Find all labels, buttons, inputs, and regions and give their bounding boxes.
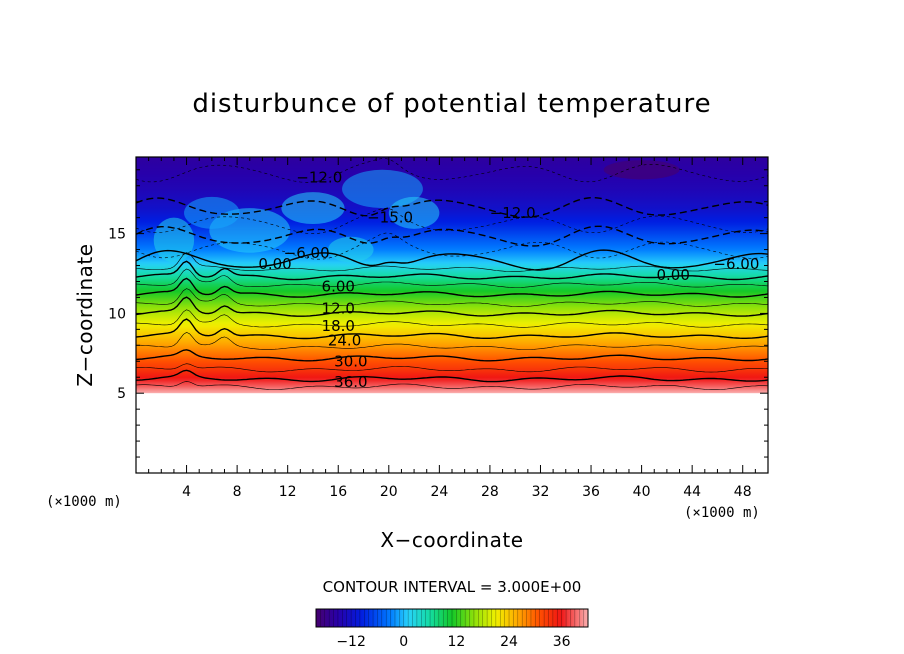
chart-title: disturbunce of potential temperature bbox=[192, 89, 711, 119]
contour-interval-text: CONTOUR INTERVAL = 3.000E+00 bbox=[323, 578, 582, 596]
x-tick-label: 20 bbox=[380, 484, 398, 500]
contour-line bbox=[136, 381, 768, 391]
x-tick-label: 40 bbox=[633, 484, 651, 500]
contour-line bbox=[136, 252, 768, 272]
contour-label: 24.0 bbox=[328, 332, 361, 350]
x-unit-left: (×1000 m) bbox=[46, 494, 122, 510]
contour-line bbox=[136, 318, 768, 340]
x-unit-right: (×1000 m) bbox=[684, 505, 760, 521]
contour-label: 30.0 bbox=[334, 352, 367, 370]
x-tick-label: 16 bbox=[329, 484, 347, 500]
contour-label: −6.00 bbox=[713, 255, 759, 273]
contour-label: 36.0 bbox=[334, 373, 367, 391]
contour-line bbox=[136, 363, 768, 373]
colorbar-tick-label: −12 bbox=[336, 634, 366, 650]
x-tick-label: 8 bbox=[233, 484, 242, 500]
x-tick-label: 24 bbox=[430, 484, 448, 500]
contour-line bbox=[136, 249, 768, 271]
contour-line bbox=[136, 369, 768, 383]
anomaly-blob bbox=[603, 160, 680, 180]
anomaly-blob bbox=[388, 196, 440, 229]
anomaly-blob bbox=[153, 217, 195, 263]
contour-line bbox=[136, 332, 768, 351]
contour-line bbox=[136, 158, 768, 183]
x-tick-label: 4 bbox=[182, 484, 191, 500]
x-tick-label: 12 bbox=[279, 484, 297, 500]
contour-line bbox=[136, 260, 768, 281]
x-axis: 4 8 12 16 20 24 28 32 36 40 44 48 bbox=[148, 157, 756, 500]
y-axis-label: Z−coordinate bbox=[73, 243, 97, 386]
x-tick-label: 44 bbox=[683, 484, 701, 500]
contour-line bbox=[136, 277, 768, 298]
contour-line bbox=[136, 288, 768, 307]
colorbar-tick-label: 24 bbox=[500, 634, 518, 650]
contour-line bbox=[136, 268, 768, 288]
colorbar-tick-label: 36 bbox=[553, 634, 571, 650]
colorbar-frame bbox=[315, 608, 589, 628]
contour-line bbox=[136, 225, 768, 247]
x-tick-label: 32 bbox=[532, 484, 550, 500]
colorbar-tick-label: 0 bbox=[399, 634, 408, 650]
colorbar: −12 0 12 24 36 bbox=[315, 608, 589, 650]
contour-lines bbox=[136, 158, 768, 391]
x-tick-label: 28 bbox=[481, 484, 499, 500]
anomaly-blob bbox=[281, 192, 345, 225]
contour-labels: −12.0−15.0 −12.0−6.000.00 −6.000.006.0012.… bbox=[258, 169, 759, 391]
x-tick-label: 48 bbox=[734, 484, 752, 500]
y-tick-label: 5 bbox=[117, 386, 126, 402]
contour-label: −15.0 bbox=[367, 209, 413, 227]
contour-line bbox=[136, 349, 768, 362]
contour-label: 12.0 bbox=[322, 300, 355, 318]
anomaly-blob bbox=[328, 236, 374, 263]
y-tick-label: 15 bbox=[108, 227, 126, 243]
contour-line bbox=[136, 296, 768, 317]
y-tick-label: 10 bbox=[108, 306, 126, 322]
x-axis-label: X−coordinate bbox=[380, 528, 523, 552]
contour-line bbox=[136, 309, 768, 328]
contour-label: 0.00 bbox=[656, 266, 689, 284]
contour-label: −12.0 bbox=[490, 204, 536, 222]
contour-line bbox=[136, 232, 768, 260]
anomaly-blob bbox=[342, 169, 423, 209]
contour-label: 18.0 bbox=[322, 317, 355, 335]
contour-line bbox=[136, 197, 768, 218]
colorbar-tick-label: 12 bbox=[447, 634, 465, 650]
contour-label: 0.00 bbox=[258, 255, 291, 273]
contour-label: −12.0 bbox=[296, 169, 342, 187]
contour-label: −6.00 bbox=[284, 244, 330, 262]
contour-label: 6.00 bbox=[322, 277, 355, 295]
y-axis: 5 10 15 bbox=[108, 169, 768, 458]
x-tick-label: 36 bbox=[582, 484, 600, 500]
